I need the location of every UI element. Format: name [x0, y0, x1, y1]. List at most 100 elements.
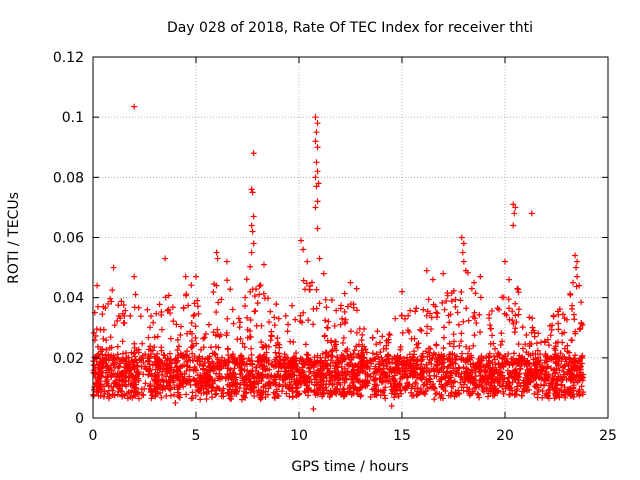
scatter-point	[555, 326, 562, 333]
scatter-point	[560, 364, 567, 371]
scatter-point-outlier	[110, 264, 117, 271]
scatter-point	[504, 378, 511, 385]
scatter-point	[539, 387, 546, 394]
scatter-point	[499, 294, 506, 301]
scatter-point	[194, 297, 201, 304]
scatter-point	[251, 373, 258, 380]
scatter-point	[543, 358, 550, 365]
scatter-point	[456, 391, 463, 398]
scatter-point	[471, 384, 478, 391]
scatter-point	[211, 350, 218, 357]
scatter-point	[519, 324, 526, 331]
scatter-point	[283, 390, 290, 397]
scatter-point	[94, 343, 101, 350]
scatter-point	[395, 362, 402, 369]
scatter-point	[332, 338, 339, 345]
scatter-point	[240, 392, 247, 399]
scatter-point	[251, 293, 258, 300]
scatter-point-outlier	[459, 249, 466, 256]
scatter-point	[308, 379, 315, 386]
scatter-point	[500, 380, 507, 387]
scatter-point	[189, 389, 196, 396]
scatter-point	[324, 360, 331, 367]
scatter-point	[261, 295, 268, 302]
scatter-point	[578, 383, 585, 390]
scatter-point	[172, 373, 179, 380]
scatter-point	[109, 391, 116, 398]
scatter-point	[426, 368, 433, 375]
scatter-point	[313, 369, 320, 376]
scatter-point	[432, 303, 439, 310]
scatter-point	[547, 332, 554, 339]
scatter-point	[555, 320, 562, 327]
scatter-point	[485, 393, 492, 400]
scatter-point	[258, 391, 265, 398]
scatter-point	[192, 381, 199, 388]
scatter-point-outlier	[388, 402, 395, 409]
scatter-point-outlier	[131, 103, 138, 110]
scatter-point	[111, 380, 118, 387]
scatter-point	[457, 379, 464, 386]
scatter-point-outlier	[471, 279, 478, 286]
scatter-point	[254, 358, 261, 365]
scatter-point	[209, 380, 216, 387]
data-points	[90, 103, 587, 412]
scatter-point	[288, 376, 295, 383]
scatter-point	[455, 321, 462, 328]
scatter-point	[433, 373, 440, 380]
scatter-point	[318, 372, 325, 379]
scatter-point	[249, 361, 256, 368]
scatter-point	[97, 368, 104, 375]
scatter-point	[455, 370, 462, 377]
scatter-point	[271, 322, 278, 329]
scatter-point	[577, 369, 584, 376]
scatter-point	[404, 374, 411, 381]
scatter-point	[446, 340, 453, 347]
scatter-point	[402, 315, 409, 322]
scatter-point	[276, 353, 283, 360]
scatter-point	[529, 324, 536, 331]
scatter-point	[498, 330, 505, 337]
scatter-point	[213, 282, 220, 289]
scatter-point	[158, 312, 165, 319]
scatter-point	[417, 386, 424, 393]
scatter-point	[303, 280, 310, 287]
scatter-point	[158, 344, 165, 351]
scatter-point	[317, 384, 324, 391]
scatter-point	[339, 389, 346, 396]
scatter-point	[187, 381, 194, 388]
scatter-point	[443, 297, 450, 304]
scatter-point	[520, 383, 527, 390]
scatter-point	[495, 350, 502, 357]
scatter-point	[379, 333, 386, 340]
scatter-point	[113, 355, 120, 362]
scatter-point	[260, 362, 267, 369]
scatter-point	[93, 326, 100, 333]
scatter-point	[167, 310, 174, 317]
scatter-point	[253, 378, 260, 385]
scatter-point	[496, 306, 503, 313]
scatter-point	[228, 375, 235, 382]
scatter-point	[406, 351, 413, 358]
scatter-point	[481, 375, 488, 382]
scatter-point	[342, 347, 349, 354]
scatter-point	[166, 369, 173, 376]
scatter-point	[446, 319, 453, 326]
scatter-point-outlier	[162, 255, 169, 262]
scatter-point	[472, 290, 479, 297]
scatter-point	[120, 319, 127, 326]
scatter-point	[297, 312, 304, 319]
scatter-point	[322, 296, 329, 303]
scatter-point	[424, 323, 431, 330]
scatter-point	[438, 383, 445, 390]
scatter-point	[414, 344, 421, 351]
scatter-point	[262, 382, 269, 389]
scatter-point	[272, 376, 279, 383]
scatter-point	[313, 286, 320, 293]
scatter-point	[201, 379, 208, 386]
scatter-point	[349, 373, 356, 380]
scatter-point	[188, 282, 195, 289]
scatter-point	[134, 390, 141, 397]
scatter-point	[391, 394, 398, 401]
scatter-point	[244, 314, 251, 321]
